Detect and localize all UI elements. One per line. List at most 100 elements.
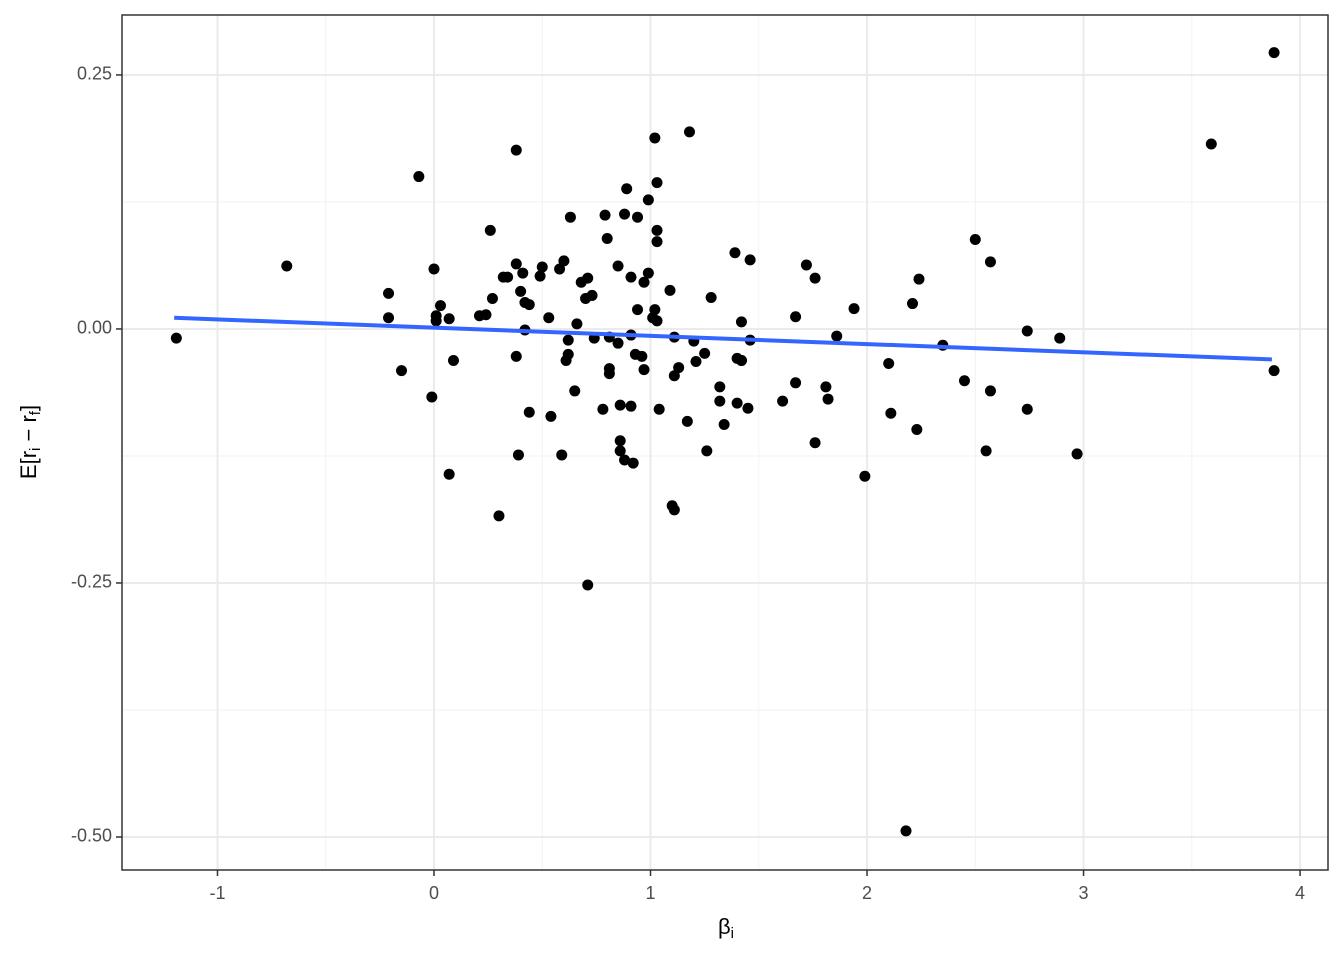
point bbox=[562, 348, 574, 360]
point bbox=[510, 350, 522, 362]
point bbox=[428, 263, 440, 275]
y-axis-title: E[ri − rf] bbox=[16, 405, 44, 479]
x-tick-label: 1 bbox=[646, 883, 656, 903]
point bbox=[913, 273, 925, 285]
x-tick-label: 4 bbox=[1295, 883, 1305, 903]
point bbox=[1021, 325, 1033, 337]
point bbox=[632, 304, 644, 316]
point bbox=[651, 224, 663, 236]
point bbox=[958, 375, 970, 387]
point bbox=[625, 400, 637, 412]
y-tick-label: 0.25 bbox=[77, 64, 112, 84]
point bbox=[434, 300, 446, 312]
point bbox=[582, 272, 594, 284]
point bbox=[536, 261, 548, 273]
point bbox=[569, 385, 581, 397]
point bbox=[883, 358, 895, 370]
point bbox=[545, 410, 557, 422]
point bbox=[1054, 332, 1066, 344]
point bbox=[1071, 448, 1083, 460]
point bbox=[683, 126, 695, 138]
y-tick-label: 0.00 bbox=[77, 318, 112, 338]
point bbox=[480, 309, 492, 321]
point bbox=[822, 393, 834, 405]
point bbox=[486, 292, 498, 304]
point bbox=[809, 437, 821, 449]
point bbox=[705, 291, 717, 303]
x-tick-label: -1 bbox=[209, 883, 225, 903]
point bbox=[510, 144, 522, 156]
x-tick-label: 0 bbox=[429, 883, 439, 903]
point bbox=[510, 258, 522, 270]
y-label-sub: i bbox=[27, 448, 44, 451]
point bbox=[426, 391, 438, 403]
point bbox=[668, 370, 680, 382]
point bbox=[554, 263, 566, 275]
x-tick-label: 2 bbox=[862, 883, 872, 903]
point bbox=[969, 234, 981, 246]
point bbox=[632, 211, 644, 223]
point bbox=[383, 312, 395, 324]
point bbox=[558, 255, 570, 267]
point bbox=[664, 284, 676, 296]
point bbox=[443, 468, 455, 480]
point bbox=[614, 445, 626, 457]
point bbox=[729, 247, 741, 259]
point bbox=[614, 435, 626, 447]
point bbox=[430, 315, 442, 327]
point bbox=[543, 312, 555, 324]
point bbox=[523, 406, 535, 418]
point bbox=[714, 381, 726, 393]
point bbox=[651, 315, 663, 327]
point bbox=[984, 385, 996, 397]
point bbox=[612, 337, 624, 349]
point bbox=[586, 289, 598, 301]
point bbox=[642, 267, 654, 279]
point bbox=[619, 454, 631, 466]
point bbox=[638, 276, 650, 288]
point bbox=[681, 415, 693, 427]
point bbox=[571, 318, 583, 330]
point bbox=[447, 354, 459, 366]
point bbox=[714, 395, 726, 407]
point bbox=[582, 579, 594, 591]
point bbox=[790, 311, 802, 323]
point bbox=[642, 194, 654, 206]
point bbox=[690, 355, 702, 367]
point bbox=[619, 208, 631, 220]
point bbox=[980, 445, 992, 457]
panel-border bbox=[121, 14, 1329, 871]
point bbox=[735, 316, 747, 328]
point bbox=[777, 395, 789, 407]
point bbox=[699, 347, 711, 359]
point bbox=[984, 256, 996, 268]
point bbox=[1268, 365, 1280, 377]
point bbox=[638, 364, 650, 376]
point bbox=[649, 304, 661, 316]
x-axis-title: βi bbox=[718, 914, 734, 942]
point bbox=[636, 350, 648, 362]
point bbox=[614, 399, 626, 411]
point bbox=[502, 271, 514, 283]
point bbox=[443, 313, 455, 325]
point bbox=[383, 287, 395, 299]
point bbox=[601, 233, 613, 245]
x-tick-label: 3 bbox=[1079, 883, 1089, 903]
x-label-sub: i bbox=[731, 925, 734, 942]
point bbox=[564, 211, 576, 223]
point bbox=[651, 236, 663, 248]
point bbox=[907, 298, 919, 310]
point bbox=[597, 403, 609, 415]
point bbox=[625, 271, 637, 283]
point bbox=[809, 272, 821, 284]
point bbox=[1268, 47, 1280, 59]
point bbox=[517, 267, 529, 279]
point bbox=[627, 457, 639, 469]
point bbox=[562, 334, 574, 346]
point bbox=[281, 260, 293, 272]
y-label-part: − r bbox=[16, 415, 41, 447]
point bbox=[534, 270, 546, 282]
y-label-sub: f bbox=[27, 410, 44, 415]
point bbox=[744, 254, 756, 266]
